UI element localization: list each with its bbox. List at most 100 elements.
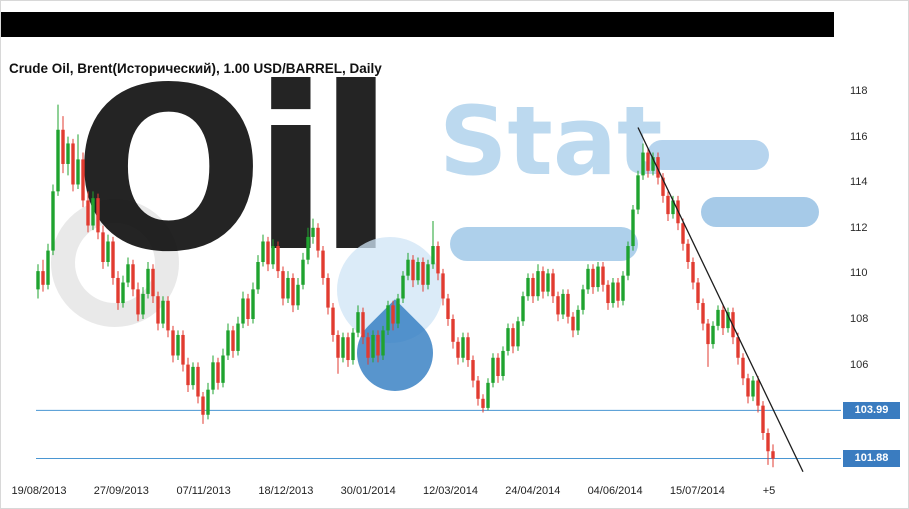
candle-body: [336, 334, 340, 358]
candle-body: [421, 262, 425, 285]
candle-body: [191, 366, 195, 386]
candle-body: [51, 191, 55, 251]
price-tag[interactable]: 103.99: [843, 401, 900, 419]
candle-body: [301, 259, 305, 285]
candle-body: [501, 350, 505, 376]
candle-body: [266, 241, 270, 265]
candle-body: [61, 129, 65, 164]
candle-body: [156, 296, 160, 324]
candle-body: [536, 271, 540, 297]
y-axis-label: 116: [850, 130, 868, 143]
candle-body: [671, 200, 675, 215]
candle-body: [236, 323, 240, 351]
candle-body: [346, 337, 350, 361]
candle-body: [511, 328, 515, 347]
candle-body: [411, 259, 415, 281]
candle-body: [96, 198, 100, 233]
candle-body: [226, 330, 230, 356]
watermark-bar: [701, 197, 819, 227]
candle-body: [126, 264, 130, 283]
candle-body: [651, 157, 655, 171]
candle-body: [476, 380, 480, 399]
candle-body: [436, 246, 440, 274]
candle-body: [386, 305, 390, 331]
x-axis-label: 24/04/2014: [505, 485, 561, 497]
candle-body: [701, 303, 705, 324]
candle-body: [666, 195, 670, 215]
candle-body: [706, 323, 710, 345]
candle-body: [526, 277, 530, 297]
candle-body: [426, 264, 430, 285]
candle-body: [601, 266, 605, 285]
candle-body: [576, 309, 580, 331]
candle-body: [616, 282, 620, 301]
candle-body: [351, 332, 355, 361]
x-axis-label: 04/06/2014: [587, 485, 643, 497]
candle-body: [206, 389, 210, 415]
candle-body: [271, 246, 275, 265]
candle-body: [631, 209, 635, 247]
candle-body: [71, 143, 75, 185]
candle-body: [311, 227, 315, 237]
candle-body: [771, 451, 775, 459]
candle-body: [151, 268, 155, 297]
candle-body: [66, 143, 70, 164]
x-axis-label: 18/12/2013: [258, 485, 314, 497]
candle-body: [101, 232, 105, 262]
candle-body: [561, 293, 565, 315]
candle-body: [231, 330, 235, 351]
candle-body: [176, 334, 180, 356]
candle-body: [286, 277, 290, 299]
price-tag[interactable]: 101.88: [843, 450, 900, 468]
candle-body: [581, 289, 585, 310]
candle-body: [621, 275, 625, 301]
candle-body: [36, 271, 40, 290]
y-axis-label: 112: [850, 221, 868, 234]
y-axis-label: 114: [850, 176, 868, 189]
candle-body: [451, 319, 455, 342]
candle-body: [641, 152, 645, 176]
candle-body: [166, 300, 170, 331]
candle-body: [751, 380, 755, 397]
candle-body: [566, 293, 570, 317]
candle-body: [686, 243, 690, 262]
candle-body: [691, 262, 695, 283]
candle-body: [211, 362, 215, 390]
x-axis-label: 15/07/2014: [669, 485, 725, 497]
y-axis-label: 106: [850, 358, 869, 371]
candle-body: [521, 296, 525, 322]
candle-body: [391, 305, 395, 324]
candle-body: [446, 298, 450, 319]
candle-body: [471, 360, 475, 381]
candle-body: [586, 268, 590, 290]
candle-body: [361, 312, 365, 338]
candle-body: [171, 330, 175, 356]
x-axis-label: 07/11/2013: [176, 485, 231, 497]
candle-body: [81, 159, 85, 201]
candle-body: [196, 366, 200, 397]
chart-title: Crude Oil, Brent(Исторический), 1.00 USD…: [9, 61, 382, 76]
top-banner: [1, 12, 834, 37]
candle-body: [431, 246, 435, 265]
candle-body: [481, 398, 485, 408]
candle-body: [531, 277, 535, 297]
candle-body: [246, 298, 250, 319]
candle-body: [491, 357, 495, 383]
candle-body: [281, 271, 285, 299]
candle-body: [261, 241, 265, 262]
candle-body: [441, 273, 445, 299]
x-axis-label: 19/08/2013: [11, 485, 67, 497]
candle-body: [221, 355, 225, 383]
candle-body: [341, 337, 345, 358]
candle-body: [541, 271, 545, 292]
candle-body: [756, 380, 760, 406]
candle-body: [571, 316, 575, 331]
x-axis-offset-label: +5: [762, 485, 776, 497]
candle-body: [696, 282, 700, 304]
candle-body: [656, 157, 660, 178]
trend-line[interactable]: [637, 127, 804, 473]
candle-body: [721, 309, 725, 329]
candle-body: [396, 298, 400, 324]
